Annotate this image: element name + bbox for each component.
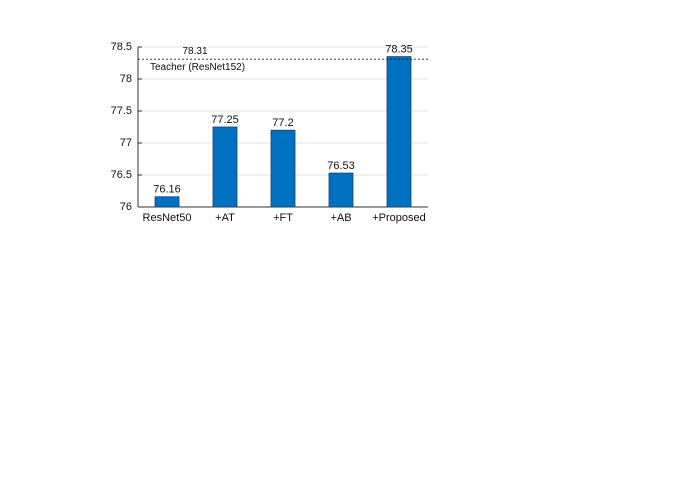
x-tick-label: ResNet50: [143, 212, 192, 224]
value-label: 78.35: [385, 44, 413, 56]
y-tick-label: 78: [120, 73, 132, 85]
x-tick-label: +AT: [215, 212, 235, 224]
x-tick-label: +AB: [330, 212, 351, 224]
bar: [270, 129, 296, 208]
value-label: 76.16: [153, 184, 181, 196]
x-tick-label: +Proposed: [372, 212, 426, 224]
bar: [154, 196, 180, 208]
value-label: 77.25: [211, 114, 239, 126]
bar: [386, 56, 412, 208]
bar: [328, 172, 354, 208]
y-tick-label: 77.5: [111, 105, 132, 117]
x-tick-label: +FT: [273, 212, 293, 224]
y-tick-label: 76.5: [111, 169, 132, 181]
value-label: 76.53: [327, 160, 355, 172]
reference-label: Teacher (ResNet152): [150, 62, 245, 73]
y-tick-label: 76: [120, 201, 132, 213]
value-label: 77.2: [272, 117, 293, 129]
y-tick-label: 78.5: [111, 41, 132, 53]
y-tick-label: 77: [120, 137, 132, 149]
bar: [212, 126, 238, 208]
reference-value: 78.31: [182, 46, 207, 57]
